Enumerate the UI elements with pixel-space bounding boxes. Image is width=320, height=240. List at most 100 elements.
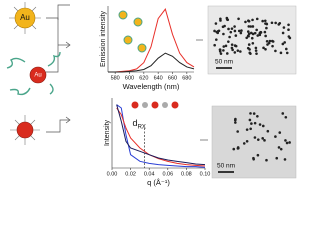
tem-dot: [285, 51, 289, 55]
tem-dot: [248, 48, 251, 51]
tem-dot: [255, 28, 258, 32]
tem-dot: [251, 32, 255, 36]
tem-dot: [215, 30, 219, 34]
tem-dot: [253, 31, 257, 35]
tem-dot: [265, 39, 269, 43]
x-tick-label: 660: [168, 75, 177, 81]
red-particle: [10, 115, 40, 145]
tem-dot: [232, 147, 236, 151]
tem-dot: [251, 18, 254, 22]
tem-dot: [251, 25, 255, 28]
tem-dot: [213, 43, 216, 47]
tem-dot: [214, 22, 218, 25]
tem-dot: [253, 121, 257, 125]
tem-dot: [250, 36, 254, 40]
tem-dot: [219, 52, 223, 55]
tem-dot: [246, 30, 250, 33]
x-tick-label: 0.10: [200, 171, 211, 177]
tem-dot: [245, 36, 249, 40]
tem-dot: [230, 27, 234, 30]
tem-dot: [227, 40, 230, 43]
tem-dot: [229, 30, 233, 34]
tem-dot: [224, 44, 228, 48]
tem-dot: [223, 24, 226, 28]
tem-dot: [245, 139, 249, 143]
reference-label: dRX: [133, 118, 146, 130]
tem-dot: [261, 124, 265, 128]
tem-dot: [222, 49, 225, 52]
x-tick-label: 0.06: [162, 171, 173, 177]
tem-dot: [263, 139, 266, 142]
tem-dot: [233, 44, 237, 47]
series-line: [108, 52, 195, 73]
tem-dot: [247, 19, 250, 23]
tem-dot: [244, 20, 247, 24]
tem-dot: [263, 19, 267, 23]
x-tick-label: 600: [125, 75, 134, 81]
tem-dot: [218, 48, 222, 52]
tem-dot: [234, 121, 237, 124]
tem-dot: [240, 29, 243, 32]
series-line: [108, 8, 195, 73]
tem-dot: [228, 35, 231, 39]
tem-dot: [215, 38, 218, 41]
tem-dot: [270, 39, 274, 43]
polymer-particle: [6, 51, 61, 96]
tem-dot: [284, 139, 287, 142]
tem-dot: [274, 21, 277, 25]
reference-label-sub: RX: [138, 124, 146, 130]
tem-dot: [256, 115, 259, 118]
tem-dot: [265, 22, 269, 26]
tem-dot: [285, 141, 289, 145]
tem-dot: [265, 26, 268, 30]
figure: Au Au 50 nm 50 nm 580 600 620 640 660 680Wave…: [6, 2, 297, 187]
tem-dot: [251, 42, 255, 45]
tem-dot: [287, 28, 290, 31]
tem-dot: [254, 49, 258, 52]
x-tick-label: 640: [154, 75, 163, 81]
x-tick-label: 0.00: [107, 171, 118, 177]
tem-dot: [219, 19, 222, 22]
tem-dot: [227, 27, 230, 31]
bracket-arrows: [46, 4, 208, 141]
tem-dot: [234, 117, 237, 121]
scale-bar-label: 50 nm: [217, 163, 235, 170]
tem-dot: [281, 112, 285, 115]
tem-dot: [287, 23, 290, 27]
tem-dot: [254, 46, 258, 50]
tem-dot: [266, 129, 270, 133]
x-axis-label: q (Å⁻¹): [147, 178, 170, 187]
tem-dot: [225, 16, 229, 20]
tem-dot: [261, 19, 264, 23]
tem-dot: [222, 45, 226, 48]
tem-dot: [250, 122, 253, 125]
tem-dot: [233, 25, 236, 28]
tem-dot: [282, 26, 286, 29]
tem-dot: [270, 21, 274, 25]
tem-dot: [262, 46, 265, 50]
tem-dot: [256, 34, 260, 37]
tem-dot: [274, 135, 277, 138]
tem-dot: [249, 31, 253, 35]
tem-dot: [263, 30, 267, 34]
tem-dot: [256, 138, 260, 141]
tem-dot: [279, 51, 283, 55]
tem-dot: [268, 39, 272, 43]
reference-label-main: d: [133, 118, 138, 128]
tem-dot: [245, 128, 249, 131]
tem-dot: [213, 29, 216, 33]
particle-label: Au: [34, 73, 41, 79]
tem-dot: [253, 136, 257, 139]
x-tick-label: 0.04: [144, 171, 155, 177]
tem-dot: [259, 30, 263, 34]
x-tick-label: 580: [111, 75, 120, 81]
tem-dot: [267, 41, 271, 45]
tem-dot: [284, 115, 288, 119]
tem-dot: [236, 130, 239, 133]
tem-dot: [230, 43, 234, 46]
tem-dot: [252, 112, 256, 115]
tem-dot: [288, 141, 291, 144]
tem-dot: [242, 142, 246, 145]
tem-dot: [230, 46, 234, 50]
x-tick-label: 0.08: [181, 171, 192, 177]
